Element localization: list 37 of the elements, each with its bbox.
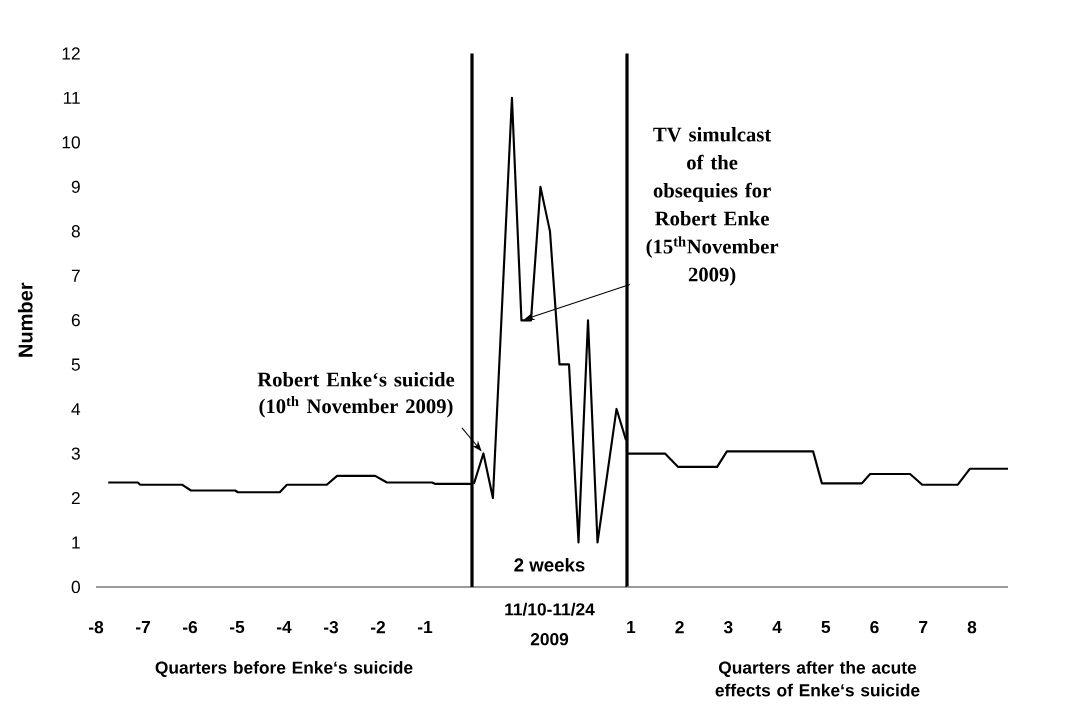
x-tick-label: 1 — [627, 621, 636, 633]
annotation: 2 weeks — [514, 557, 585, 572]
x-axis-title: Quarters after the acute effects of Enke‘s suicide — [715, 661, 920, 697]
y-tick-label: 3 — [71, 447, 80, 460]
x-tick-label: -2 — [370, 621, 386, 634]
y-tick-label: 1 — [72, 536, 80, 549]
annotation: TV simulcast of the obsequies for Robert Enke (15$^{th}$November 2009) — [646, 127, 779, 286]
x-tick-label: -5 — [229, 621, 245, 634]
x-tick-label: -1 — [417, 621, 433, 633]
y-tick-label: 11 — [63, 91, 80, 104]
x-tick-label: 8 — [967, 621, 977, 634]
y-tick-label: 4 — [71, 403, 81, 416]
y-tick-label: 7 — [71, 269, 80, 282]
x-tick-label: 3 — [723, 621, 733, 634]
x-tick-label: 4 — [772, 621, 782, 633]
x-tick-label: 6 — [870, 621, 879, 634]
y-tick-label: 2 — [71, 492, 80, 505]
x-axis-title: 2009 — [530, 633, 569, 646]
x-tick-label: -8 — [88, 621, 104, 634]
x-tick-label: -3 — [323, 621, 339, 634]
y-axis-title: Number — [17, 282, 33, 357]
text: 11/10-11/24 — [505, 602, 595, 616]
x-tick-label: 7 — [919, 621, 928, 633]
y-tick-label: 10 — [62, 136, 80, 149]
annotation: Robert Enke‘s suicide (10$^{th}$ November 2009) — [257, 372, 455, 418]
y-tick-label: 8 — [71, 225, 80, 238]
y-tick-label: 9 — [71, 180, 80, 193]
y-tick-label: 6 — [71, 314, 80, 327]
x-tick-label: 2 — [675, 621, 684, 634]
y-tick-label: 5 — [71, 358, 80, 371]
x-tick-label: -7 — [135, 621, 150, 633]
x-tick-label: 5 — [821, 621, 831, 634]
x-tick-label: -4 — [276, 621, 292, 633]
x-axis-title: Quarters before Enke‘s suicide — [155, 661, 413, 677]
y-tick-label: 12 — [62, 47, 80, 60]
y-tick-label: 0 — [71, 580, 80, 594]
x-tick-label: -6 — [182, 621, 198, 634]
